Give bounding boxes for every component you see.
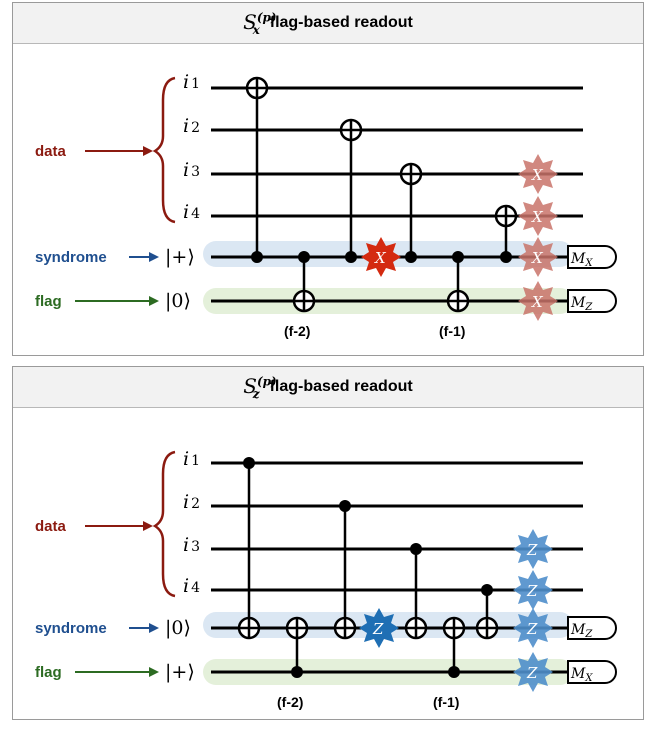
cnot-control-1 [243, 457, 255, 469]
cnot-control-f2 [291, 666, 303, 678]
operator-symbol: S(p)z [243, 373, 277, 401]
measure-flag-box [567, 289, 617, 313]
panel-header: S(p)x flag-based readout [13, 3, 643, 44]
flag-arrowhead [149, 667, 159, 677]
cnot-control-f1 [448, 666, 460, 678]
operator-symbol: S(p)x [243, 9, 277, 37]
data-label: data [35, 518, 67, 535]
data-arrowhead [143, 521, 153, 531]
cnot-control-f2 [298, 251, 310, 263]
error-label-z: Z [372, 620, 384, 638]
propagated-error-star-3 [513, 529, 553, 569]
syndrome-label: syndrome [35, 620, 107, 637]
cnot-control-4 [481, 584, 493, 596]
data-arrowhead [143, 146, 153, 156]
measure-syndrome-box [567, 245, 617, 269]
cnot-control-3 [410, 543, 422, 555]
step-label-f1: (f-1) [439, 323, 465, 339]
flag-arrowhead [149, 296, 159, 306]
step-label-f2: (f-2) [277, 694, 303, 710]
measure-syndrome-label: MZ [570, 622, 593, 640]
cnot-control-4 [500, 251, 512, 263]
cnot-control-1 [251, 251, 263, 263]
cnot-control-f1 [452, 251, 464, 263]
step-label-f2: (f-2) [284, 323, 310, 339]
propagated-error-label-flag: X [531, 293, 544, 311]
error-star-z [359, 608, 399, 648]
syndrome-ket: |0⟩ [165, 617, 191, 639]
propagated-error-star-4 [513, 570, 553, 610]
measure-syndrome-label: MX [570, 251, 593, 269]
measure-syndrome-box [567, 616, 617, 640]
propagated-error-label-4: X [531, 208, 544, 226]
propagated-error-star-3 [518, 154, 558, 194]
propagated-errors-z [513, 529, 553, 692]
propagated-errors-x [518, 154, 558, 321]
propagated-error-star-4 [518, 196, 558, 236]
step-label-f1: (f-1) [433, 694, 459, 710]
data-brace [152, 450, 176, 598]
panel-title: flag-based readout [269, 378, 413, 395]
syndrome-ket: |+⟩ [165, 246, 195, 268]
flag-label: flag [35, 664, 62, 681]
measure-flag-label: MX [570, 666, 593, 684]
propagated-error-label-syndrome: X [531, 249, 544, 267]
propagated-error-label-syndrome: Z [526, 620, 538, 638]
propagated-error-star-flag [518, 281, 558, 321]
propagated-error-star-syndrome [518, 237, 558, 277]
cnot-control-2 [339, 500, 351, 512]
panel-header: S(p)z flag-based readout [13, 367, 643, 408]
propagated-error-label-3: X [531, 166, 544, 184]
propagated-error-label-flag: Z [526, 664, 538, 682]
syndrome-arrowhead [149, 623, 159, 633]
propagated-error-star-syndrome [513, 608, 553, 648]
measure-flag-box [567, 660, 617, 684]
propagated-error-label-3: Z [526, 541, 538, 559]
cnot-control-2 [345, 251, 357, 263]
error-star-x [361, 237, 401, 277]
propagated-error-star-flag [513, 652, 553, 692]
flag-ket: |+⟩ [165, 661, 195, 683]
flag-ket: |0⟩ [165, 290, 191, 312]
cnot-control-3 [405, 251, 417, 263]
data-label: data [35, 143, 67, 160]
syndrome-label: syndrome [35, 249, 107, 266]
syndrome-arrowhead [149, 252, 159, 262]
measure-flag-label: MZ [570, 295, 593, 313]
panel-title: flag-based readout [269, 14, 413, 31]
data-brace [152, 76, 176, 224]
error-label-x: X [374, 249, 387, 267]
propagated-error-label-4: Z [526, 582, 538, 600]
flag-label: flag [35, 293, 62, 310]
